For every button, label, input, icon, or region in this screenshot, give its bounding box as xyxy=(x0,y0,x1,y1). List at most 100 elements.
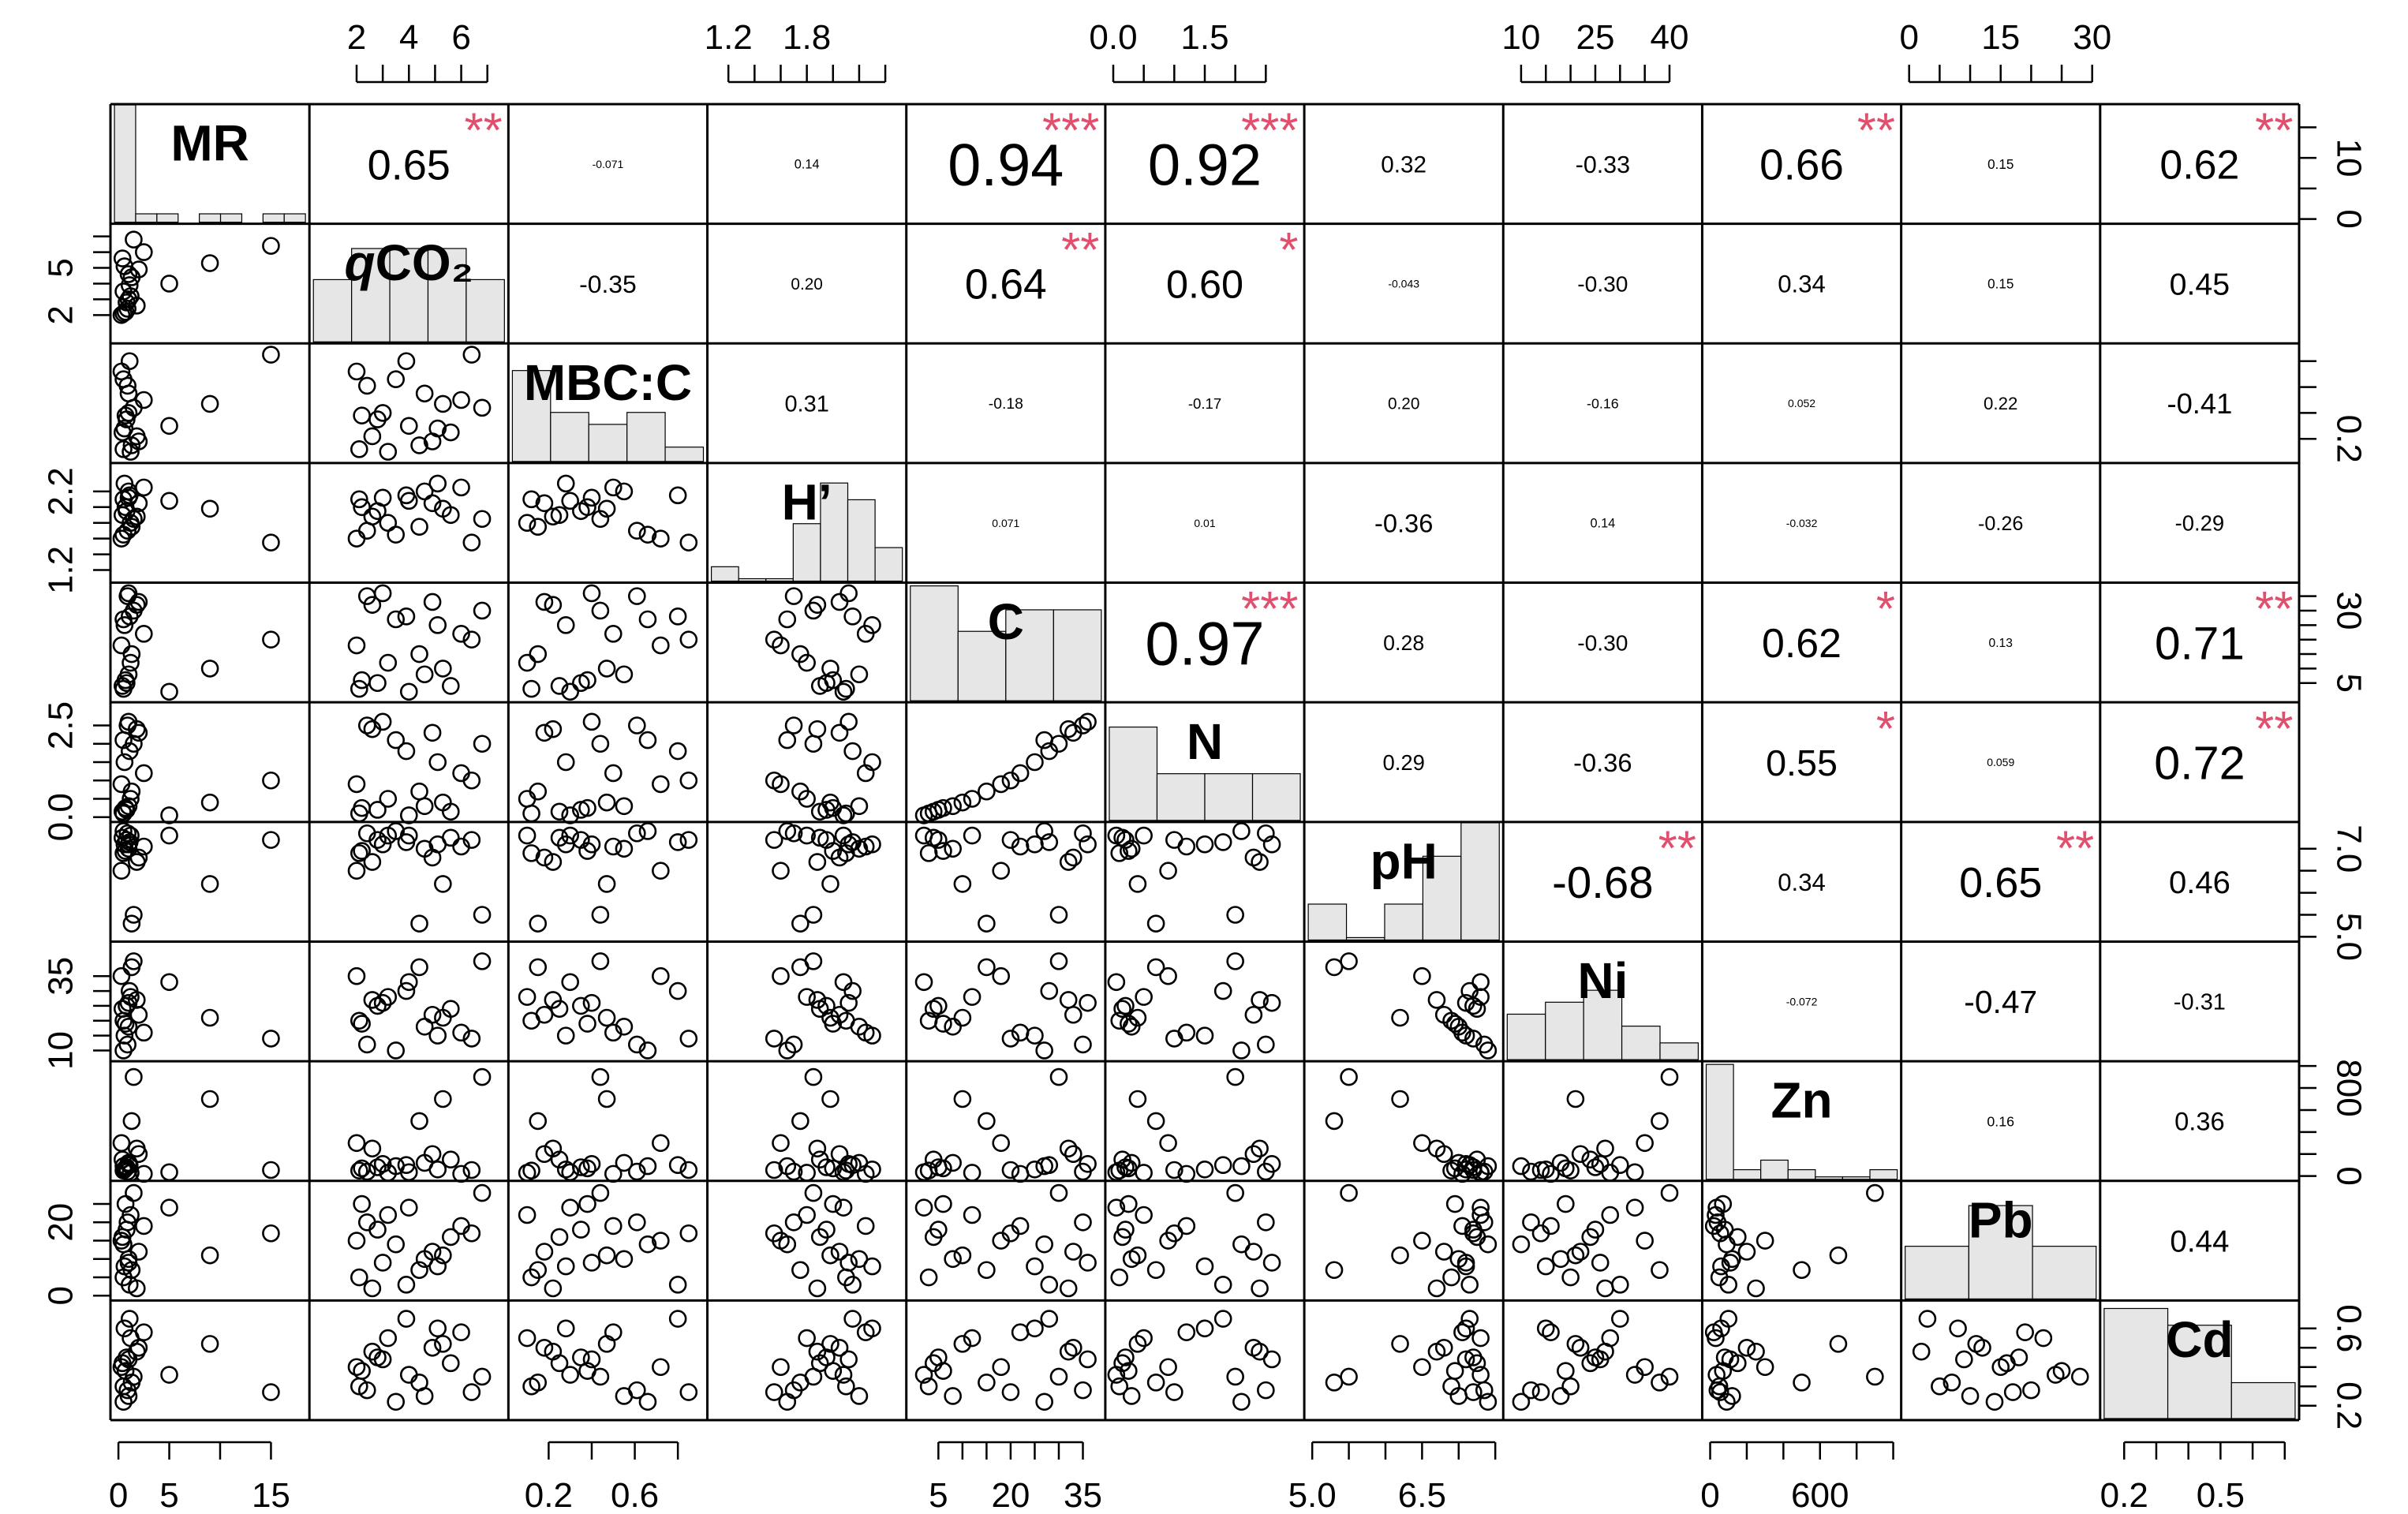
scatter-point xyxy=(529,1374,548,1392)
scatter-point xyxy=(397,1310,416,1328)
scatter-point xyxy=(1737,1338,1756,1357)
histogram-bar xyxy=(1905,1246,1969,1299)
tick-label: 0.0 xyxy=(1089,18,1137,57)
scatter-point xyxy=(1464,1224,1483,1243)
scatter-point xyxy=(839,1254,858,1272)
scatter-point xyxy=(1918,1310,1937,1328)
scatter-point xyxy=(679,1224,698,1243)
histogram-pb xyxy=(1905,1205,2097,1299)
histogram-bar xyxy=(1422,855,1462,941)
scatter-point xyxy=(114,525,133,544)
scatter-point xyxy=(638,525,657,544)
scatter-point xyxy=(604,1217,623,1235)
scatter-point xyxy=(350,844,368,862)
scatter-point xyxy=(1427,1279,1446,1298)
scatter-point xyxy=(112,966,131,985)
scatter-point xyxy=(262,533,280,551)
scatter-point xyxy=(1011,837,1030,856)
scatter-point xyxy=(387,1041,406,1060)
scatter-point xyxy=(473,906,492,924)
scatter-point xyxy=(1719,1310,1738,1328)
tick-label: 5 xyxy=(2329,674,2368,693)
scatter-point xyxy=(1251,853,1269,871)
correlation-value: 0.20 xyxy=(791,275,822,293)
scatter-point xyxy=(1120,1362,1138,1380)
scatter-ni-vs-c xyxy=(914,952,1097,1060)
scatter-point xyxy=(992,966,1011,985)
scatter-point xyxy=(399,826,418,845)
scatter-point xyxy=(544,1279,563,1298)
scatter-point xyxy=(135,1023,153,1042)
scatter-point xyxy=(808,853,827,871)
scatter-point xyxy=(556,1257,575,1276)
scatter-point xyxy=(556,1160,575,1179)
scatter-point xyxy=(934,798,952,817)
scatter-cd-vs-mbc-c xyxy=(518,1310,698,1411)
scatter-point xyxy=(934,1362,952,1380)
scatter-point xyxy=(821,1335,839,1353)
scatter-point xyxy=(578,798,596,817)
scatter-point xyxy=(615,1250,634,1269)
scatter-point xyxy=(597,1090,616,1108)
axis-n-top: 0.0 1.5 xyxy=(1089,18,1267,84)
scatter-n-vs-qco xyxy=(347,712,492,824)
scatter-point xyxy=(808,596,827,614)
scatter-point xyxy=(544,1139,563,1158)
scatter-pb-vs-qco xyxy=(347,1183,492,1298)
scatter-zn-vs-mr xyxy=(112,1067,280,1183)
scatter-point xyxy=(1128,1335,1147,1353)
scatter-point xyxy=(1120,1015,1138,1033)
scatter-point xyxy=(772,636,790,655)
scatter-point xyxy=(821,875,839,893)
scatter-point xyxy=(462,630,481,649)
scatter-point xyxy=(978,958,996,977)
scatter-point xyxy=(778,1393,797,1411)
scatter-point xyxy=(1551,1387,1570,1405)
scatter-point xyxy=(843,742,862,761)
tick-label: 2.5 xyxy=(42,701,80,750)
scatter-point xyxy=(1340,952,1358,970)
scatter-point xyxy=(119,404,138,422)
scatter-point xyxy=(1793,1261,1811,1280)
histogram-zn xyxy=(1705,1064,1898,1180)
scatter-point xyxy=(113,828,132,847)
scatter-point xyxy=(127,853,146,871)
scatter-point xyxy=(784,1213,803,1232)
scatter-point xyxy=(1704,1323,1723,1341)
scatter-point xyxy=(518,514,537,533)
scatter-point xyxy=(119,1254,138,1272)
scatter-point xyxy=(350,1161,368,1179)
scatter-point xyxy=(1049,1183,1068,1202)
scatter-point xyxy=(1707,1366,1726,1384)
scatter-point xyxy=(160,1163,178,1182)
scatter-point xyxy=(1719,1276,1738,1294)
axis-pb-top: 0 15 30 xyxy=(1899,18,2111,84)
scatter-point xyxy=(1195,1257,1214,1276)
scatter-point xyxy=(1011,1323,1030,1341)
scatter-point xyxy=(262,237,280,255)
scatter-point xyxy=(810,1228,829,1247)
correlation-value: 0.34 xyxy=(1778,869,1826,896)
scatter-point xyxy=(1232,1393,1251,1411)
scatter-point xyxy=(1512,1157,1531,1176)
scatter-point xyxy=(778,1041,797,1060)
scatter-ph-vs-mr xyxy=(112,822,280,933)
histogram-bar xyxy=(156,213,179,223)
scatter-point xyxy=(628,1381,646,1400)
scatter-point xyxy=(118,521,136,540)
tick-label: 10 xyxy=(1501,18,1540,57)
histogram-bar xyxy=(1307,903,1348,941)
scatter-point xyxy=(1471,1366,1490,1384)
scatter-point xyxy=(200,875,219,893)
scatter-point xyxy=(652,1232,670,1250)
scatter-pb-vs-h xyxy=(765,1183,881,1298)
tick-label: 20 xyxy=(42,1203,80,1242)
scatter-point xyxy=(373,993,392,1012)
histogram-bar xyxy=(1109,726,1158,821)
scatter-point xyxy=(561,826,579,845)
scatter-point xyxy=(765,1224,783,1243)
scatter-point xyxy=(373,1155,392,1173)
scatter-point xyxy=(114,1041,133,1060)
scatter-point xyxy=(615,665,634,684)
histogram-bar xyxy=(283,213,306,223)
